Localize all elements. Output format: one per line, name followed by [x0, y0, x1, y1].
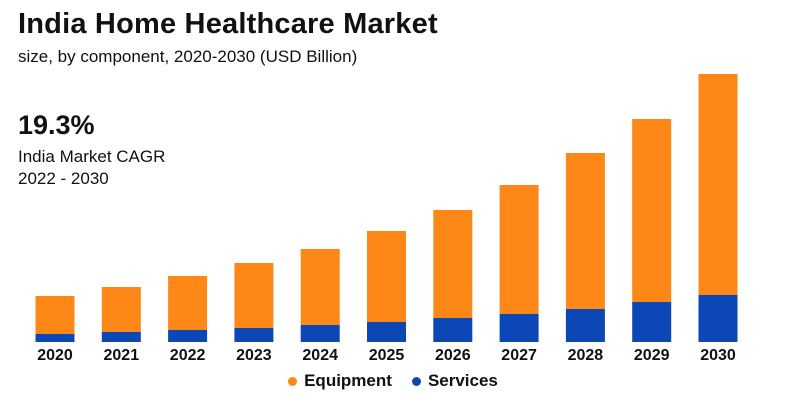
bar-services-2025: [367, 322, 406, 342]
legend-item-equipment: Equipment: [288, 371, 392, 391]
cagr-value: 19.3%: [18, 110, 95, 140]
x-tick-label-2023: 2023: [236, 347, 272, 364]
cagr-label: India Market CAGR 2022 - 2030: [18, 146, 165, 190]
bar-services-2026: [433, 318, 473, 342]
bar-equipment-2023: [234, 263, 274, 328]
legend-item-services: Services: [411, 371, 498, 391]
cagr-label-market: India Market CAGR: [18, 147, 166, 166]
legend-equipment-marker: [288, 376, 298, 386]
x-tick-label-2030: 2030: [700, 347, 736, 364]
x-tick-label-2029: 2029: [634, 347, 670, 364]
bar-services-2023: [234, 328, 274, 342]
x-tick-label-2024: 2024: [302, 347, 338, 364]
bar-services-2020: [35, 334, 75, 342]
bar-services-2030: [698, 295, 738, 342]
bar-services-2027: [499, 314, 539, 342]
bar-equipment-2027: [499, 185, 539, 314]
bar-services-2028: [565, 309, 605, 342]
bar-equipment-2025: [367, 231, 406, 322]
chart-subtitle: size, by component, 2020-2030 (USD Billi…: [18, 47, 358, 66]
x-tick-label-2025: 2025: [369, 347, 405, 364]
bar-equipment-2030: [698, 74, 738, 295]
bar-services-2029: [632, 302, 672, 342]
x-tick-label-2020: 2020: [37, 347, 73, 364]
x-tick-label-2028: 2028: [568, 347, 604, 364]
chart-title: India Home Healthcare Market: [18, 8, 438, 40]
legend-services-label: Services: [427, 371, 498, 390]
x-tick-label-2022: 2022: [170, 347, 206, 364]
bar-services-2022: [168, 330, 208, 342]
x-tick-label-2021: 2021: [104, 347, 140, 364]
bar-equipment-2029: [632, 119, 672, 302]
bar-services-2021: [101, 332, 141, 342]
bar-equipment-2021: [101, 287, 141, 332]
bar-equipment-2026: [433, 210, 473, 318]
cagr-label-period: 2022 - 2030: [18, 169, 109, 188]
bar-services-2024: [300, 325, 340, 342]
legend: Equipment Services: [0, 371, 786, 391]
bar-equipment-2020: [35, 296, 75, 334]
x-tick-label-2027: 2027: [501, 347, 537, 364]
x-tick-label-2026: 2026: [435, 347, 471, 364]
legend-services-marker: [411, 376, 421, 386]
bar-equipment-2028: [565, 153, 605, 309]
bar-equipment-2024: [300, 249, 340, 325]
bar-equipment-2022: [168, 276, 208, 330]
legend-equipment-label: Equipment: [304, 371, 392, 390]
